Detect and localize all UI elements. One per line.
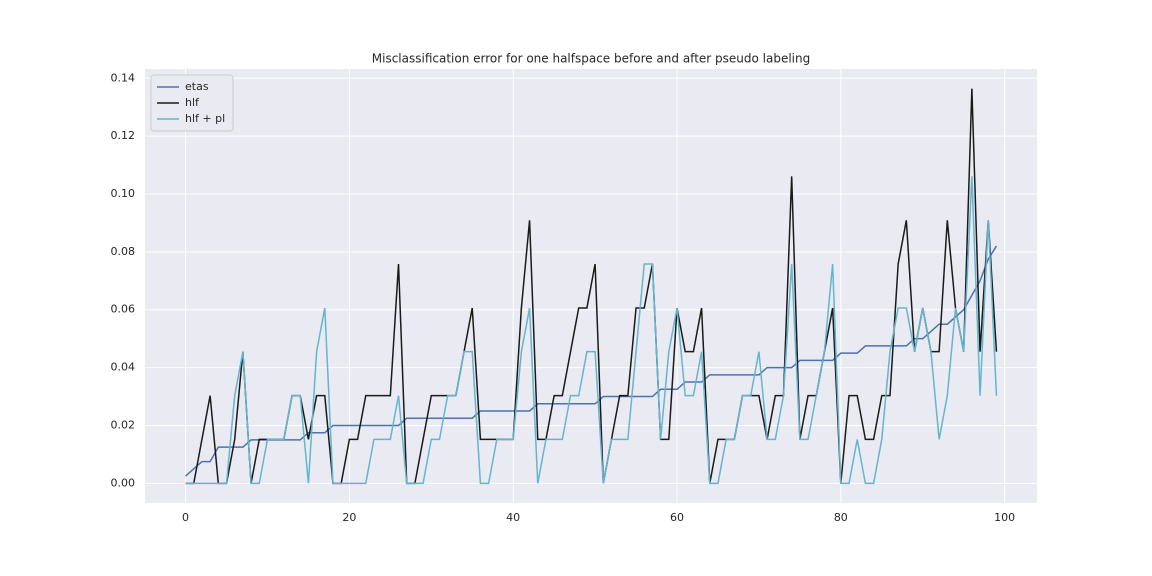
series-line: [185, 176, 998, 485]
series-line: [185, 245, 998, 477]
x-tick-label: 40: [506, 511, 520, 524]
y-tick-label: 0.14: [111, 71, 136, 84]
y-tick-label: 0.06: [111, 303, 136, 316]
legend-label: hlf: [185, 96, 200, 109]
legend-label: etas: [185, 80, 209, 93]
x-tick-label: 0: [182, 511, 189, 524]
series-line: [185, 88, 998, 485]
y-tick-label: 0.00: [111, 476, 136, 489]
x-tick-label: 20: [342, 511, 356, 524]
y-tick-label: 0.02: [111, 418, 136, 431]
x-tick-label: 60: [670, 511, 684, 524]
legend-box: [150, 74, 234, 132]
x-tick-label: 100: [994, 511, 1015, 524]
y-tick-label: 0.04: [111, 361, 136, 374]
x-tick-label: 80: [834, 511, 848, 524]
chart-title: Misclassification error for one halfspac…: [372, 52, 810, 66]
y-tick-label: 0.12: [111, 129, 136, 142]
y-tick-label: 0.10: [111, 187, 136, 200]
y-tick-label: 0.08: [111, 245, 136, 258]
legend-label: hlf + pl: [185, 112, 225, 125]
